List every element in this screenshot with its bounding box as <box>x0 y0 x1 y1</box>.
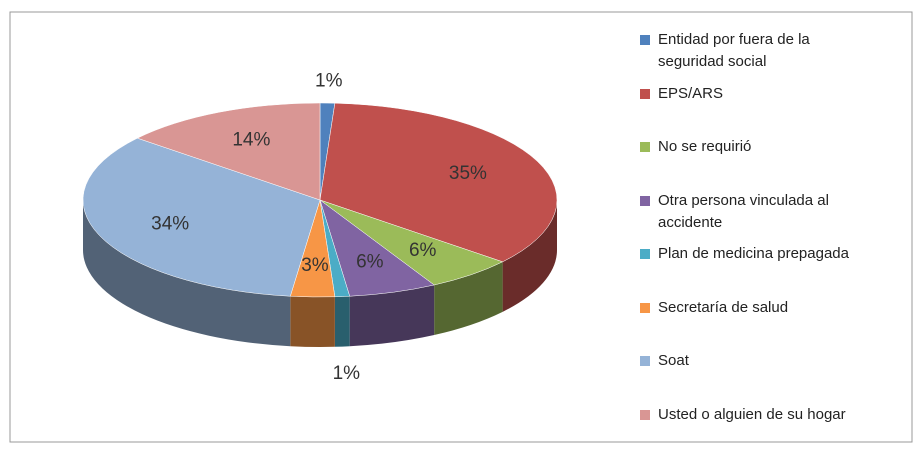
data-label: 3% <box>301 255 329 276</box>
data-label: 6% <box>356 252 384 273</box>
legend-label: Usted o alguien de su hogar <box>658 405 846 423</box>
data-label: 6% <box>409 240 437 261</box>
pie-side <box>83 200 291 347</box>
legend-label: Plan de medicina prepagada <box>658 245 849 262</box>
pie-side <box>334 296 350 347</box>
legend-swatch <box>640 302 650 313</box>
legend-item: Usted o alguien de su hogar <box>640 404 870 426</box>
legend-item: No se requirió <box>640 136 870 158</box>
legend-label: Entidad por fuera de la seguridad social <box>658 31 810 70</box>
legend-label: Secretaría de salud <box>658 298 789 316</box>
frame <box>9 11 913 443</box>
legend-label: Otra persona vinculada al accidente <box>658 191 829 231</box>
legend-swatch <box>640 195 650 206</box>
pie-side <box>349 285 435 347</box>
legend-item: EPS/ARS <box>640 83 870 105</box>
legend-item: Soat <box>640 350 870 372</box>
legend-swatch <box>640 409 650 420</box>
legend-swatch <box>640 35 650 45</box>
legend-item: Otra persona vinculada al accidente <box>640 190 870 234</box>
legend-swatch <box>640 142 650 152</box>
pie-slice <box>136 102 321 201</box>
data-label: 1% <box>333 363 361 384</box>
legend-item: Plan de medicina prepagada <box>640 243 870 265</box>
data-label: 34% <box>151 213 189 234</box>
legend-swatch <box>640 88 650 99</box>
legend-swatch <box>640 249 650 259</box>
legend-item: Secretaría de salud <box>640 297 870 319</box>
data-label: 35% <box>449 163 487 184</box>
legend-label: No se requirió <box>658 138 752 155</box>
legend-item: Entidad por fuera de la seguridad social <box>640 29 870 73</box>
data-label: 1% <box>315 71 343 92</box>
legend-swatch <box>640 356 650 366</box>
pie-side <box>290 296 335 347</box>
legend-label: Soat <box>658 352 689 369</box>
pie-slice <box>82 137 321 297</box>
legend-label: EPS/ARS <box>658 84 724 102</box>
pie-slice <box>319 102 558 263</box>
pie-side <box>502 200 557 312</box>
data-label: 14% <box>232 129 270 150</box>
pie-side <box>434 261 503 336</box>
